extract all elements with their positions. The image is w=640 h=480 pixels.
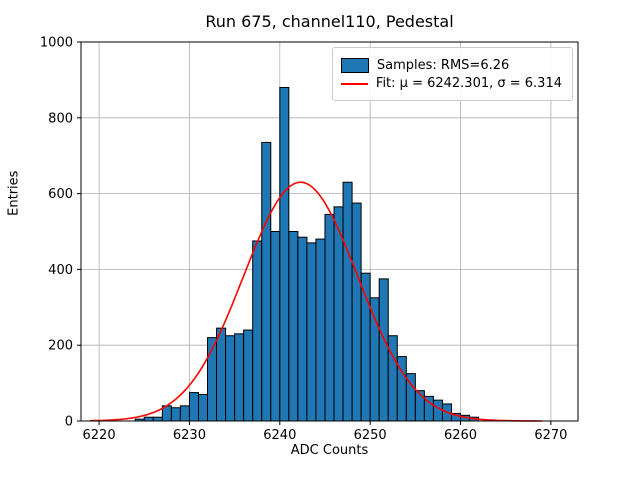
histogram-bar [387, 335, 398, 422]
x-tick-label: 6250 [354, 428, 387, 443]
histogram-bar [179, 405, 190, 422]
legend-box: Samples: RMS=6.26 Fit: μ = 6242.301, σ =… [331, 47, 573, 101]
histogram-bar [297, 236, 308, 422]
histogram-bar [243, 329, 254, 422]
axes-border [80, 41, 579, 422]
histogram-bar [351, 202, 362, 422]
histogram-bar [270, 231, 281, 422]
histogram-bar [197, 393, 209, 422]
histogram-bar [170, 407, 181, 422]
histogram-bar [152, 416, 163, 422]
y-tick-label: 200 [48, 339, 73, 354]
y-tick-label: 600 [48, 187, 73, 202]
histogram-bar [288, 231, 299, 422]
histogram-bar [324, 213, 335, 422]
fit-line-swatch-icon [340, 82, 368, 85]
y-tick-label: 1000 [40, 36, 73, 51]
histogram-bar [306, 242, 317, 422]
histogram-bar [225, 335, 236, 422]
plot-title: Run 675, channel110, Pedestal [205, 12, 454, 31]
histogram-bar [432, 399, 443, 422]
histogram-bar [414, 390, 425, 422]
histogram-bar [279, 86, 290, 422]
histogram-bar [143, 416, 154, 422]
histogram-swatch-icon [340, 58, 369, 73]
y-tick-label: 0 [65, 415, 73, 430]
x-tick-label: 6230 [173, 428, 206, 443]
legend-fit-label: Fit: μ = 6242.301, σ = 6.314 [375, 76, 562, 91]
histogram-bar [188, 392, 199, 422]
legend-samples-label: Samples: RMS=6.26 [376, 58, 510, 73]
x-axis-label: ADC Counts [290, 443, 369, 458]
histogram-bar [333, 206, 344, 422]
x-tick-label: 6240 [263, 428, 296, 443]
y-tick-label: 400 [48, 263, 73, 278]
legend-item-samples: Samples: RMS=6.26 [340, 58, 562, 73]
histogram-bar [378, 278, 389, 422]
x-tick-label: 6260 [444, 428, 477, 443]
histogram-bar [342, 181, 353, 422]
histogram-bar [252, 240, 263, 422]
y-tick-label: 800 [48, 111, 73, 126]
legend-item-fit: Fit: μ = 6242.301, σ = 6.314 [340, 76, 562, 91]
histogram-bar [315, 238, 326, 422]
histogram-bar [261, 141, 272, 422]
x-tick-label: 6270 [534, 428, 567, 443]
histogram-bar [216, 327, 227, 422]
fit-curve [90, 181, 542, 422]
x-tick-label: 6220 [83, 428, 116, 443]
histogram-bar [234, 333, 245, 422]
